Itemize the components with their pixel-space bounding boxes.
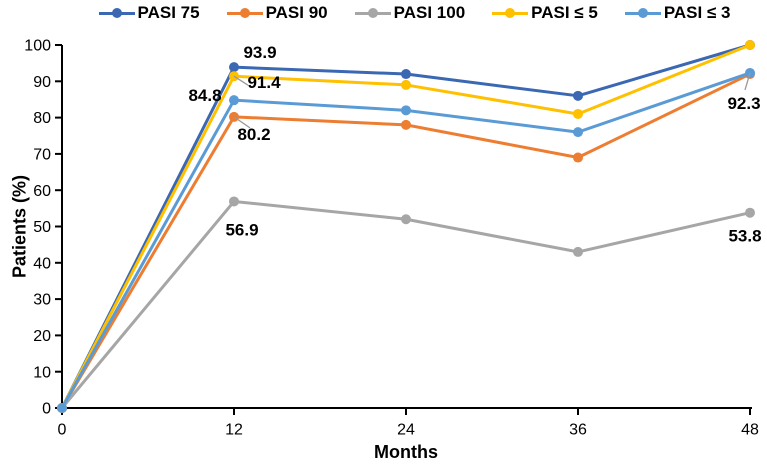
legend: PASI 75 PASI 90 PASI 100 PASI ≤ 5 PASI ≤ 3 [0,3,767,23]
data-point-pasi-100-m12 [229,196,239,207]
data-point-pasi-90-m24 [401,119,411,130]
x-tick-label: 48 [741,422,759,439]
legend-label: PASI ≤ 5 [531,3,598,22]
x-tick-label: 0 [58,422,67,439]
annotation-leader-line [233,75,249,86]
data-point-pasi-75-m24 [401,69,411,80]
y-tick-label: 10 [33,364,51,381]
y-tick-label: 0 [42,401,51,418]
annotation-leader-line [744,72,751,91]
annotation-label-53-8: 53.8 [728,227,761,246]
data-point-pasi-75-m12 [229,62,239,73]
annotation-label-93-9: 93.9 [243,43,276,62]
legend-item-pasi-75: PASI 75 [98,3,200,23]
y-tick-label: 90 [33,74,51,91]
annotation-leader-line [233,116,251,129]
data-point-pasi-75-m36 [573,90,583,101]
y-tick-label: 20 [33,328,51,345]
legend-marker-icon [226,7,263,19]
y-tick-label: 100 [24,38,51,55]
legend-label: PASI 75 [137,3,200,22]
x-axis-title: Months [374,442,438,462]
legend-item-pasi-3: PASI ≤ 3 [624,3,731,23]
y-tick-label: 60 [33,183,51,200]
data-point-pasi-5-m36 [573,108,583,119]
annotation-label-92-3: 92.3 [727,94,760,113]
legend-marker-icon [624,7,661,19]
x-tick-label: 24 [397,422,415,439]
y-tick-label: 70 [33,147,51,164]
data-point-pasi-100-m24 [401,214,411,225]
y-tick-label: 40 [33,255,51,272]
annotation-label-80-2: 80.2 [237,125,270,144]
legend-marker-icon [492,7,529,19]
legend-item-pasi-5: PASI ≤ 5 [492,3,598,23]
legend-label: PASI ≤ 3 [663,3,731,22]
data-point-pasi-90-m36 [573,152,583,163]
series-line-pasi-75 [60,43,752,410]
annotation-label-56-9: 56.9 [225,220,258,239]
annotation-label-91-4: 91.4 [247,73,281,92]
legend-label: PASI 100 [393,3,466,22]
series-line-pasi-5 [60,43,752,410]
x-tick-label: 12 [225,422,243,439]
annotation-label-84-8: 84.8 [188,86,221,105]
data-point-pasi-3-m36 [573,127,583,138]
data-point-pasi-5-m24 [401,79,411,90]
legend-marker-icon [98,7,135,19]
y-tick-label: 80 [33,110,51,127]
x-tick-label: 36 [569,422,587,439]
data-point-pasi-5-m48 [745,40,755,50]
data-point-pasi-3-m24 [401,105,411,116]
data-point-pasi-100-m48 [745,207,755,218]
y-tick-label: 30 [33,292,51,309]
legend-item-pasi-100: PASI 100 [354,3,466,23]
legend-marker-icon [354,7,391,19]
data-point-pasi-3-m0 [57,403,67,413]
y-tick-label: 50 [33,219,51,236]
legend-label: PASI 90 [265,3,328,22]
data-point-pasi-100-m36 [573,246,583,257]
data-point-pasi-3-m12 [229,95,239,106]
y-axis-title: Patients (%) [9,175,29,278]
legend-item-pasi-90: PASI 90 [226,3,328,23]
